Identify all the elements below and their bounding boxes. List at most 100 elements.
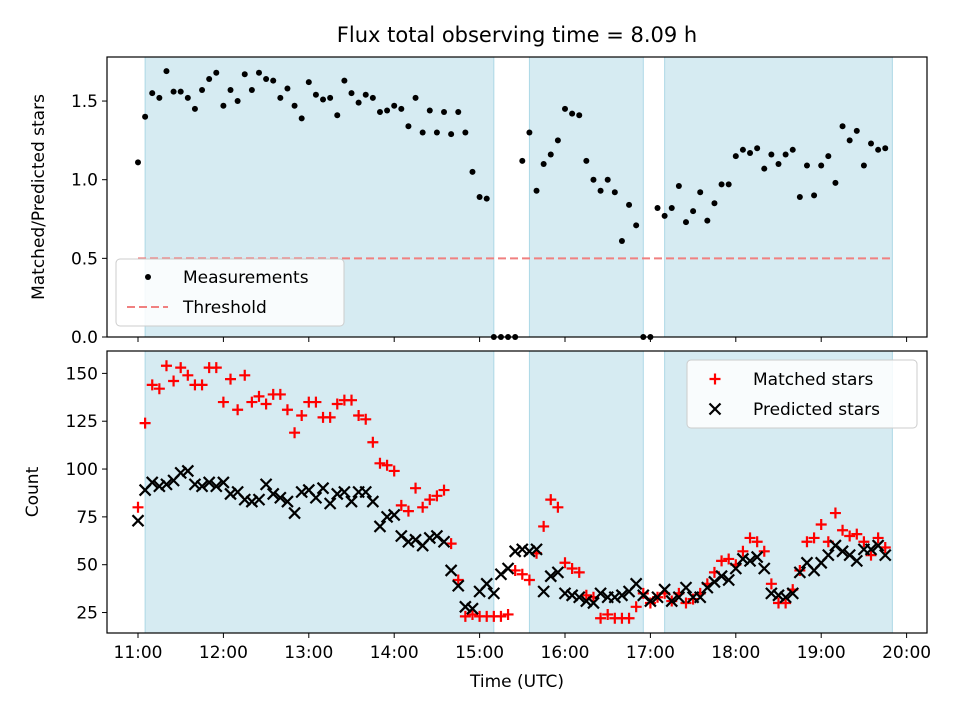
matched-point (452, 574, 464, 586)
predicted-point (359, 485, 373, 499)
y-tick-label: 25 (76, 604, 98, 624)
matched-point (253, 390, 265, 402)
predicted-point (608, 590, 622, 604)
x-tick-label: 14:00 (370, 643, 419, 663)
matched-point (602, 608, 614, 620)
y-tick-label: 0.5 (71, 249, 98, 269)
predicted-point (765, 587, 778, 600)
matched-point (388, 465, 400, 477)
matched-point (815, 519, 827, 531)
predicted-point (523, 545, 536, 558)
matched-point (324, 411, 336, 423)
measurement-point (419, 129, 426, 136)
observing-band (664, 56, 893, 338)
measurement-point (448, 131, 455, 138)
x-axis-label: Time (UTC) (469, 672, 564, 692)
predicted-point (508, 545, 522, 558)
matched-point (559, 557, 571, 569)
legend-label-predicted: Predicted stars (753, 400, 880, 420)
y-tick-label: 75 (76, 508, 98, 528)
matched-point (381, 459, 393, 471)
predicted-point (238, 493, 252, 506)
matched-point (182, 369, 194, 381)
measurement-point (711, 200, 718, 207)
predicted-point (722, 573, 735, 587)
measurement-point (882, 145, 889, 152)
matched-point (751, 536, 763, 548)
measurement-point (483, 195, 490, 202)
x-tick-label: 15:00 (455, 643, 504, 663)
predicted-point (451, 579, 465, 593)
y-tick-label: 100 (66, 460, 98, 480)
matched-point (744, 532, 756, 544)
measurement-point (690, 208, 697, 215)
predicted-point (793, 566, 807, 579)
measurement-point (320, 96, 327, 103)
measurement-point (725, 181, 732, 188)
matched-point (331, 398, 343, 410)
predicted-point (224, 487, 237, 501)
predicted-point (202, 476, 216, 489)
measurement-point (633, 222, 640, 229)
predicted-point (174, 466, 187, 480)
measurement-point (732, 153, 739, 160)
matched-point (566, 563, 578, 575)
measurement-point (376, 109, 383, 116)
measurement-point (220, 102, 227, 109)
matched-point (459, 610, 471, 622)
predicted-point (850, 554, 864, 568)
measurement-point (668, 205, 675, 212)
predicted-point (295, 485, 308, 499)
predicted-point (530, 543, 543, 556)
measurement-point (654, 205, 661, 212)
predicted-point (423, 531, 437, 545)
matched-point (196, 379, 208, 391)
matched-point (502, 608, 514, 620)
measurement-point (597, 187, 604, 194)
matched-point (239, 369, 251, 381)
matched-point (737, 545, 749, 557)
matched-point (310, 396, 322, 408)
y-tick-label: 50 (76, 556, 98, 576)
predicted-point (558, 587, 572, 600)
predicted-point (743, 554, 757, 568)
measurement-point (811, 192, 818, 199)
predicted-point (537, 585, 550, 598)
predicted-point (679, 581, 693, 594)
measurement-point (156, 94, 163, 101)
matched-point (281, 404, 293, 416)
measurement-point (547, 151, 554, 158)
predicted-point (459, 600, 472, 614)
measurement-point (170, 88, 177, 95)
legend-box (115, 258, 345, 327)
predicted-point (131, 514, 145, 527)
predicted-point (864, 543, 878, 556)
matched-point (808, 532, 820, 544)
measurement-point (412, 94, 419, 101)
predicted-point (245, 495, 259, 508)
predicted-point (274, 491, 287, 505)
predicted-point (836, 545, 849, 558)
predicted-point (736, 552, 750, 566)
matched-point (630, 601, 642, 613)
predicted-point (516, 543, 529, 556)
measurement-point (590, 176, 597, 183)
predicted-point (373, 520, 387, 533)
matched-point (346, 394, 357, 406)
measurement-point (739, 146, 746, 153)
measurement-point (227, 87, 234, 94)
measurement-point (704, 217, 711, 224)
measurement-point (248, 87, 255, 94)
measurement-point (754, 145, 761, 152)
predicted-point (309, 491, 323, 505)
measurement-point (135, 159, 141, 166)
matched-point (217, 396, 229, 408)
predicted-point (160, 478, 173, 491)
measurement-point (583, 157, 590, 164)
legend: Measurements Threshold (115, 258, 345, 327)
measurement-point (533, 187, 540, 194)
predicted-point (466, 602, 479, 615)
matched-point (844, 530, 856, 542)
measurement-point (469, 168, 476, 175)
measurement-point (526, 129, 533, 136)
